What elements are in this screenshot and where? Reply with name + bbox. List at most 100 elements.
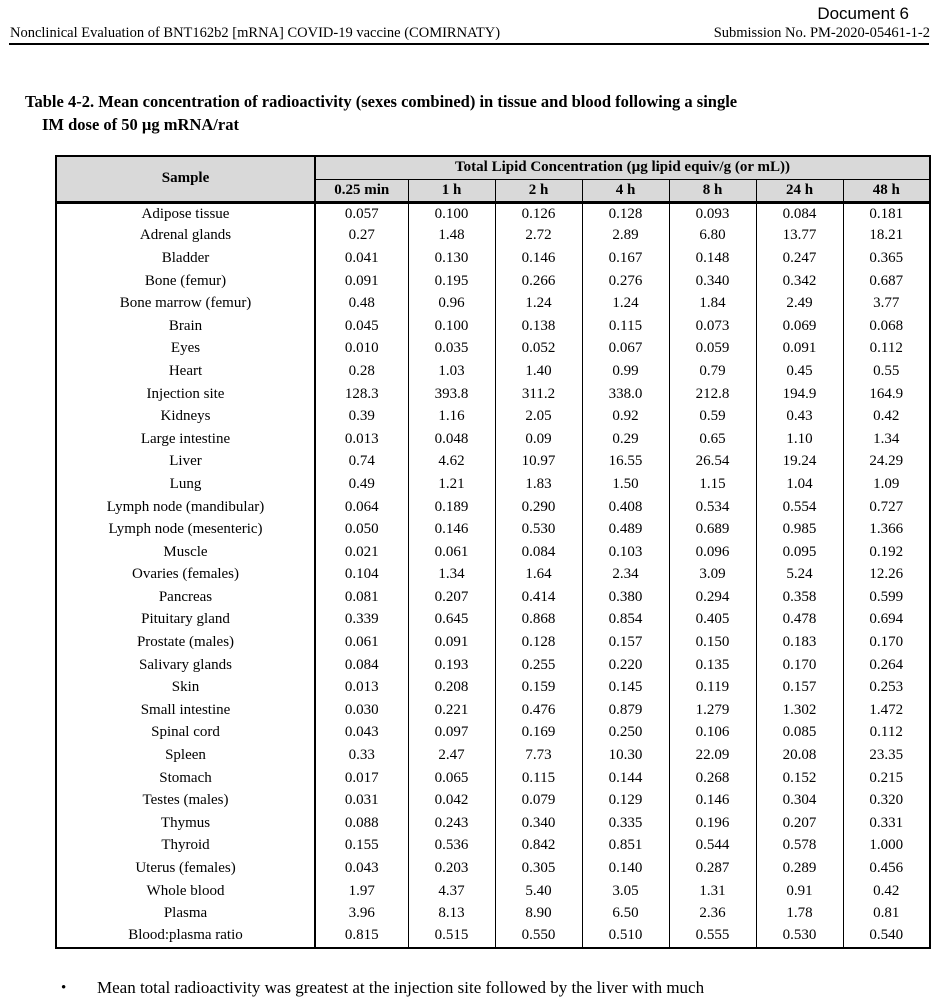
table-row: Prostate (males) 0.061 0.091 0.128 0.157 0.15… [56,631,930,654]
value-cell: 0.380 [581,586,669,609]
value-cell: 2.36 [668,902,756,925]
value-cell: 0.031 [344,792,379,809]
value-cell: 0.65 [668,427,756,451]
value-cell: 0.842 [494,834,582,858]
value-cell: 0.052 [494,337,582,361]
value-cell: 0.157 [581,631,669,654]
value-cell: 0.041 [344,249,379,266]
value-cell: 3.96 [348,905,375,922]
value-cell: 0.221 [407,699,495,722]
value-cell: 0.155 [344,837,379,854]
sample-name: Injection site [56,382,316,406]
value-cell: 1.31 [668,879,756,903]
column-header-sample: Sample [55,155,316,204]
value-cell: 0.104 [344,566,379,583]
value-cell: 0.91 [755,879,843,903]
value-cell: 0.073 [668,314,756,338]
sample-name: Uterus (females) [56,857,316,880]
value-cell: 0.084 [344,656,379,673]
value-cell: 0.534 [668,495,756,519]
table-row: Eyes 0.010 0.035 0.052 0.067 0.059 0.091 0.112 [56,337,930,361]
value-cell: 0.276 [581,269,669,293]
column-header-2-h: 2 h [494,178,583,204]
value-cell: 0.536 [407,834,495,858]
sample-name: Thymus [56,812,316,835]
value-cell: 0.530 [494,518,582,541]
value-cell: 0.342 [755,269,843,293]
value-cell: 0.255 [494,653,582,677]
value-cell: 0.093 [668,202,756,225]
value-cell: 393.8 [407,382,495,406]
value-cell: 1.366 [842,518,930,541]
value-cell: 26.54 [668,450,756,474]
value-cell: 0.081 [344,588,379,605]
sample-name: Adipose tissue [56,202,316,225]
value-cell: 0.061 [407,540,495,564]
table-row: Spleen 0.33 2.47 7.73 10.30 22.09 20.08 23.35 [56,744,930,767]
value-cell: 1.50 [581,473,669,496]
value-cell: 0.253 [842,676,930,700]
value-cell: 0.727 [842,495,930,519]
value-cell: 0.129 [581,789,669,813]
table-row: Spinal cord 0.043 0.097 0.169 0.250 0.106 0.08… [56,721,930,745]
table-row: Lymph node (mandibular) 0.064 0.189 0.290 0.… [56,495,930,519]
value-cell: 0.138 [494,314,582,338]
value-cell: 3.77 [842,292,930,315]
value-cell: 0.515 [407,925,495,948]
value-cell: 0.065 [407,766,495,790]
value-cell: 7.73 [494,744,582,767]
sample-name: Liver [56,450,316,474]
value-cell: 0.106 [668,721,756,745]
value-cell: 0.99 [581,360,669,383]
value-cell: 0.243 [407,812,495,835]
value-cell: 0.408 [581,495,669,519]
table-row: Pituitary gland 0.339 0.645 0.868 0.854 0.405… [56,608,930,632]
value-cell: 1.34 [842,427,930,451]
running-header-line: Nonclinical Evaluation of BNT162b2 [mRNA… [0,25,937,43]
value-cell: 0.207 [407,586,495,609]
value-cell: 0.097 [407,721,495,745]
value-cell: 0.091 [407,631,495,654]
value-cell: 194.9 [755,382,843,406]
value-cell: 0.405 [668,608,756,632]
value-cell: 0.069 [755,314,843,338]
value-cell: 0.694 [842,608,930,632]
value-cell: 0.148 [668,247,756,270]
value-cell: 0.169 [494,721,582,745]
page-header: Document 6 Nonclinical Evaluation of BNT… [0,3,937,45]
value-cell: 0.815 [344,927,379,944]
value-cell: 2.49 [755,292,843,315]
value-cell: 1.24 [494,292,582,315]
table-row: Pancreas 0.081 0.207 0.414 0.380 0.294 0.358 0.… [56,586,930,609]
value-cell: 0.017 [344,769,379,786]
value-cell: 2.89 [581,224,669,248]
value-cell: 0.320 [842,789,930,813]
value-cell: 1.64 [494,563,582,587]
value-cell: 0.266 [494,269,582,293]
submission-number: Submission No. PM-2020-05461-1-2 [713,25,930,41]
value-cell: 0.55 [842,360,930,383]
value-cell: 1.24 [581,292,669,315]
value-cell: 0.42 [842,405,930,428]
value-cell: 0.215 [842,766,930,790]
value-cell: 0.100 [407,202,495,225]
value-cell: 0.544 [668,834,756,858]
value-cell: 0.208 [407,676,495,700]
sample-name: Pancreas [56,586,316,609]
table-row: Thyroid 0.155 0.536 0.842 0.851 0.544 0.578 1.0… [56,834,930,858]
sample-name: Spleen [56,744,316,767]
value-cell: 0.599 [842,586,930,609]
value-cell: 0.96 [407,292,495,315]
column-header-1-h: 1 h [407,178,496,204]
value-cell: 0.09 [494,427,582,451]
sample-name: Kidneys [56,405,316,428]
sample-name: Thyroid [56,834,316,858]
value-cell: 8.13 [407,902,495,925]
table-row: Adipose tissue 0.057 0.100 0.126 0.128 0.093 0… [56,202,930,225]
value-cell: 0.335 [581,812,669,835]
value-cell: 23.35 [842,744,930,767]
value-cell: 0.540 [842,925,930,948]
value-cell: 0.193 [407,653,495,677]
value-cell: 0.687 [842,269,930,293]
value-cell: 0.048 [407,427,495,451]
